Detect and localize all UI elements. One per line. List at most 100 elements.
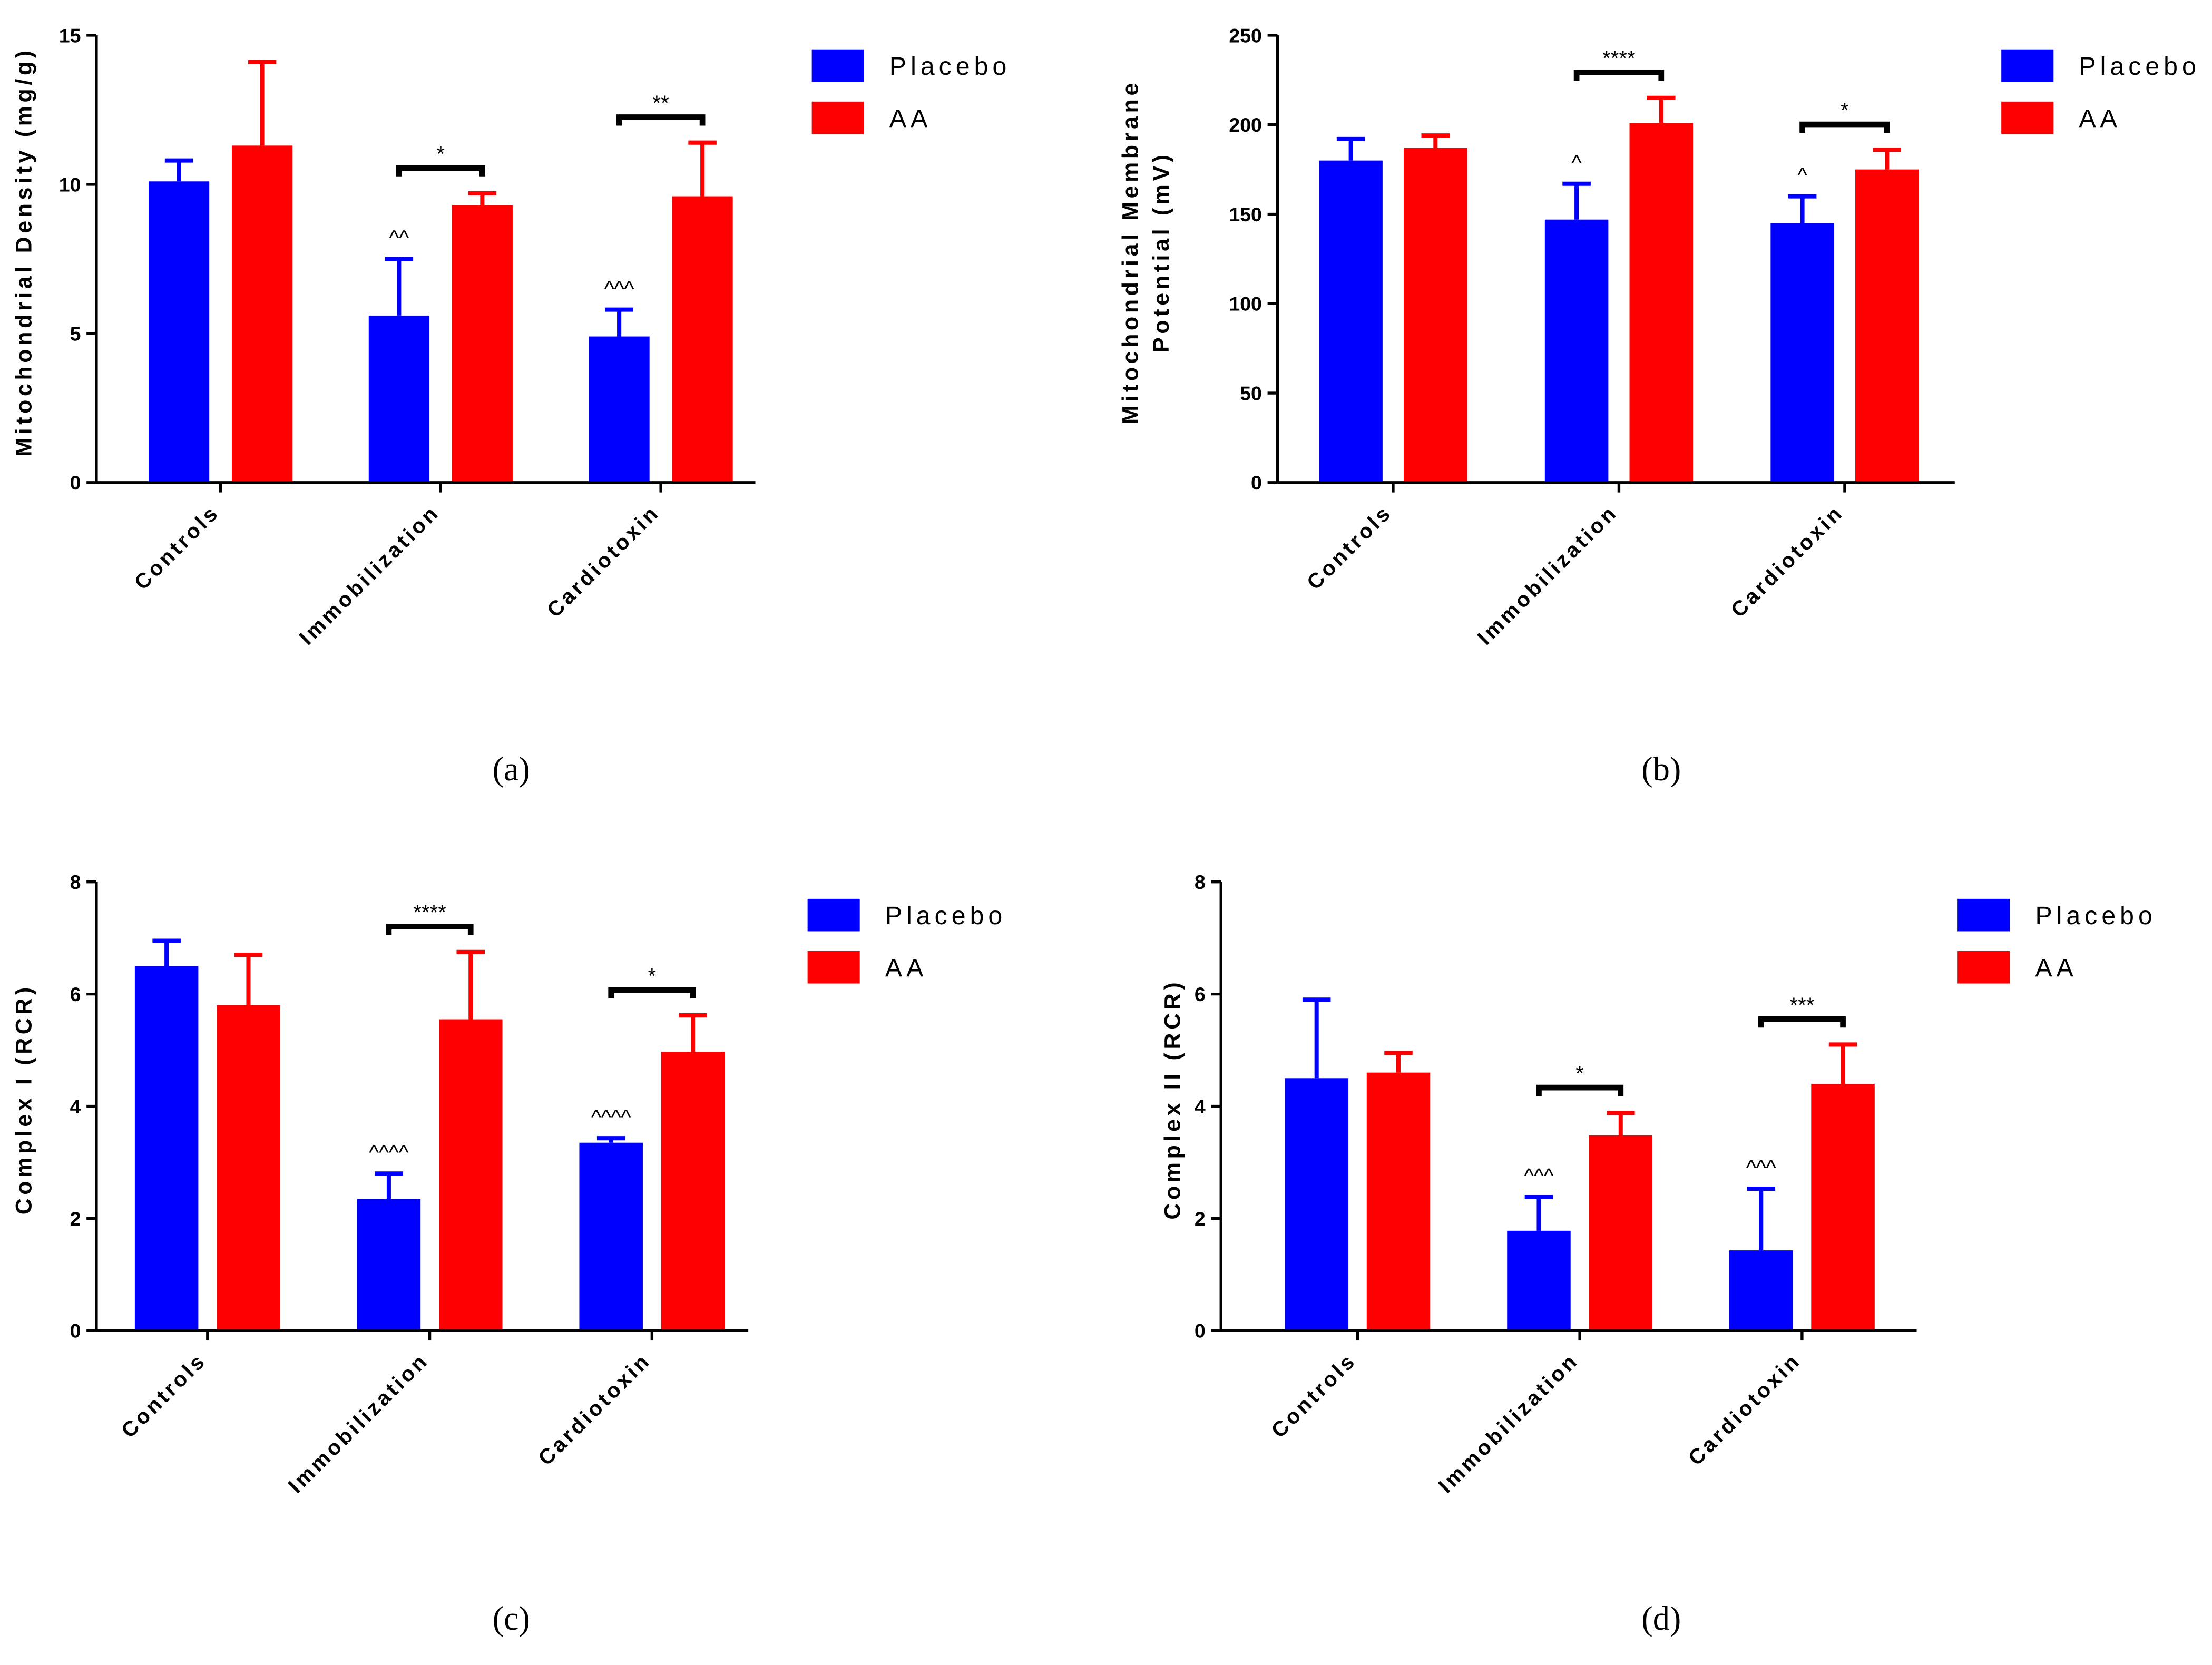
bar <box>579 1142 643 1331</box>
significance-caret: ^^^^ <box>369 1140 409 1164</box>
x-tick-label: Immobilization <box>1473 500 1622 650</box>
bar <box>232 145 293 483</box>
legend-label: Placebo <box>885 902 1006 930</box>
panel-label: (c) <box>493 1600 530 1637</box>
significance-stars: *** <box>1789 993 1814 1017</box>
legend-swatch <box>807 898 860 932</box>
y-axis-label: Potential (mV) <box>1149 151 1174 352</box>
x-tick-label: Cardiotoxin <box>1684 1348 1805 1470</box>
y-tick-label: 8 <box>70 871 81 893</box>
error-bar <box>1421 133 1450 148</box>
significance-bracket <box>1799 121 1890 133</box>
error-bar <box>1384 1051 1413 1073</box>
y-tick-label: 0 <box>70 1320 81 1342</box>
significance-bracket <box>1536 1084 1624 1096</box>
legend-label: Placebo <box>2035 902 2156 930</box>
y-axis-label: Mitochondrial Membrane <box>1118 80 1143 424</box>
x-tick-label: Cardiotoxin <box>542 500 664 622</box>
legend-swatch <box>1957 951 2010 984</box>
bar <box>672 196 733 483</box>
bar <box>1319 160 1383 483</box>
y-tick-label: 6 <box>70 983 81 1005</box>
y-axis-label: Complex II (RCR) <box>1160 979 1186 1220</box>
y-tick-label: 0 <box>70 472 81 494</box>
x-tick-label: Cardiotoxin <box>533 1348 655 1470</box>
significance-bracket <box>608 987 696 998</box>
error-bar <box>1747 1186 1776 1251</box>
legend-swatch <box>811 49 864 82</box>
bar <box>1285 1078 1348 1331</box>
panel-label: (a) <box>493 750 530 788</box>
significance-bracket <box>616 114 706 126</box>
significance-bracket <box>1573 70 1665 81</box>
x-tick-label: Controls <box>1267 1348 1361 1443</box>
error-bar <box>1336 136 1365 161</box>
bar <box>438 1019 503 1331</box>
significance-caret: ^ <box>1797 163 1807 187</box>
bar <box>368 315 429 483</box>
error-bar <box>1607 1111 1635 1135</box>
error-bar <box>679 1013 707 1052</box>
error-bar <box>1788 194 1817 223</box>
bar <box>134 966 199 1331</box>
y-tick-label: 200 <box>1229 114 1262 136</box>
y-tick-label: 2 <box>70 1208 81 1230</box>
legend-label: AA <box>2079 104 2121 133</box>
error-bar <box>385 257 414 316</box>
y-tick-label: 8 <box>1195 871 1206 893</box>
significance-stars: * <box>1575 1062 1584 1085</box>
error-bar <box>456 949 485 1020</box>
bar <box>149 181 210 483</box>
error-bar <box>468 191 497 205</box>
error-bar <box>688 140 717 197</box>
significance-stars: **** <box>1602 46 1636 70</box>
significance-caret: ^^^ <box>1746 1155 1776 1179</box>
bar <box>452 205 513 483</box>
legend-label: Placebo <box>889 52 1011 81</box>
legend-label: Placebo <box>2079 52 2200 81</box>
error-bar <box>234 953 263 1005</box>
chart-panel: 0 2 4 6 8 Controls Immobilization Cardiotoxin Co… <box>1160 871 2156 1637</box>
bar <box>1507 1230 1571 1331</box>
legend-swatch <box>2001 49 2054 82</box>
error-bar <box>152 938 181 966</box>
y-tick-label: 15 <box>59 24 81 46</box>
y-tick-label: 0 <box>1251 472 1262 494</box>
legend-label: AA <box>885 954 927 982</box>
significance-caret: ^^ <box>389 226 409 250</box>
y-tick-label: 4 <box>1195 1095 1206 1118</box>
x-tick-label: Cardiotoxin <box>1726 500 1848 622</box>
significance-stars: * <box>1841 99 1849 122</box>
y-tick-label: 50 <box>1240 382 1262 404</box>
bar <box>217 1005 280 1331</box>
x-tick-label: Controls <box>130 500 224 594</box>
chart-panel: 0 5 10 15 Controls Immobilization Cardiotoxin M… <box>12 24 1011 788</box>
bar <box>1589 1135 1653 1331</box>
significance-caret: ^^^ <box>1524 1164 1554 1188</box>
legend-swatch <box>2001 101 2054 134</box>
error-bar <box>375 1171 403 1199</box>
error-bar <box>1647 95 1676 123</box>
significance-stars: ** <box>652 91 669 115</box>
error-bar <box>1873 148 1902 170</box>
bar <box>1811 1083 1875 1331</box>
bar <box>1629 123 1694 483</box>
error-bar <box>248 60 277 146</box>
error-bar <box>1562 181 1591 220</box>
bar <box>1855 169 1919 483</box>
significance-stars: * <box>648 964 657 987</box>
significance-caret: ^^^ <box>604 277 634 300</box>
y-axis-label: Complex I (RCR) <box>12 984 37 1215</box>
legend-swatch <box>811 101 864 134</box>
bar <box>1404 148 1467 483</box>
y-tick-label: 5 <box>70 322 81 345</box>
y-axis-label: Mitochondrial Density (mg/g) <box>12 47 37 457</box>
significance-bracket <box>396 165 485 177</box>
y-tick-label: 2 <box>1195 1208 1206 1230</box>
y-tick-label: 10 <box>59 173 81 195</box>
x-tick-label: Controls <box>1302 500 1396 594</box>
y-tick-label: 150 <box>1229 203 1262 226</box>
panel-label: (b) <box>1641 750 1681 788</box>
